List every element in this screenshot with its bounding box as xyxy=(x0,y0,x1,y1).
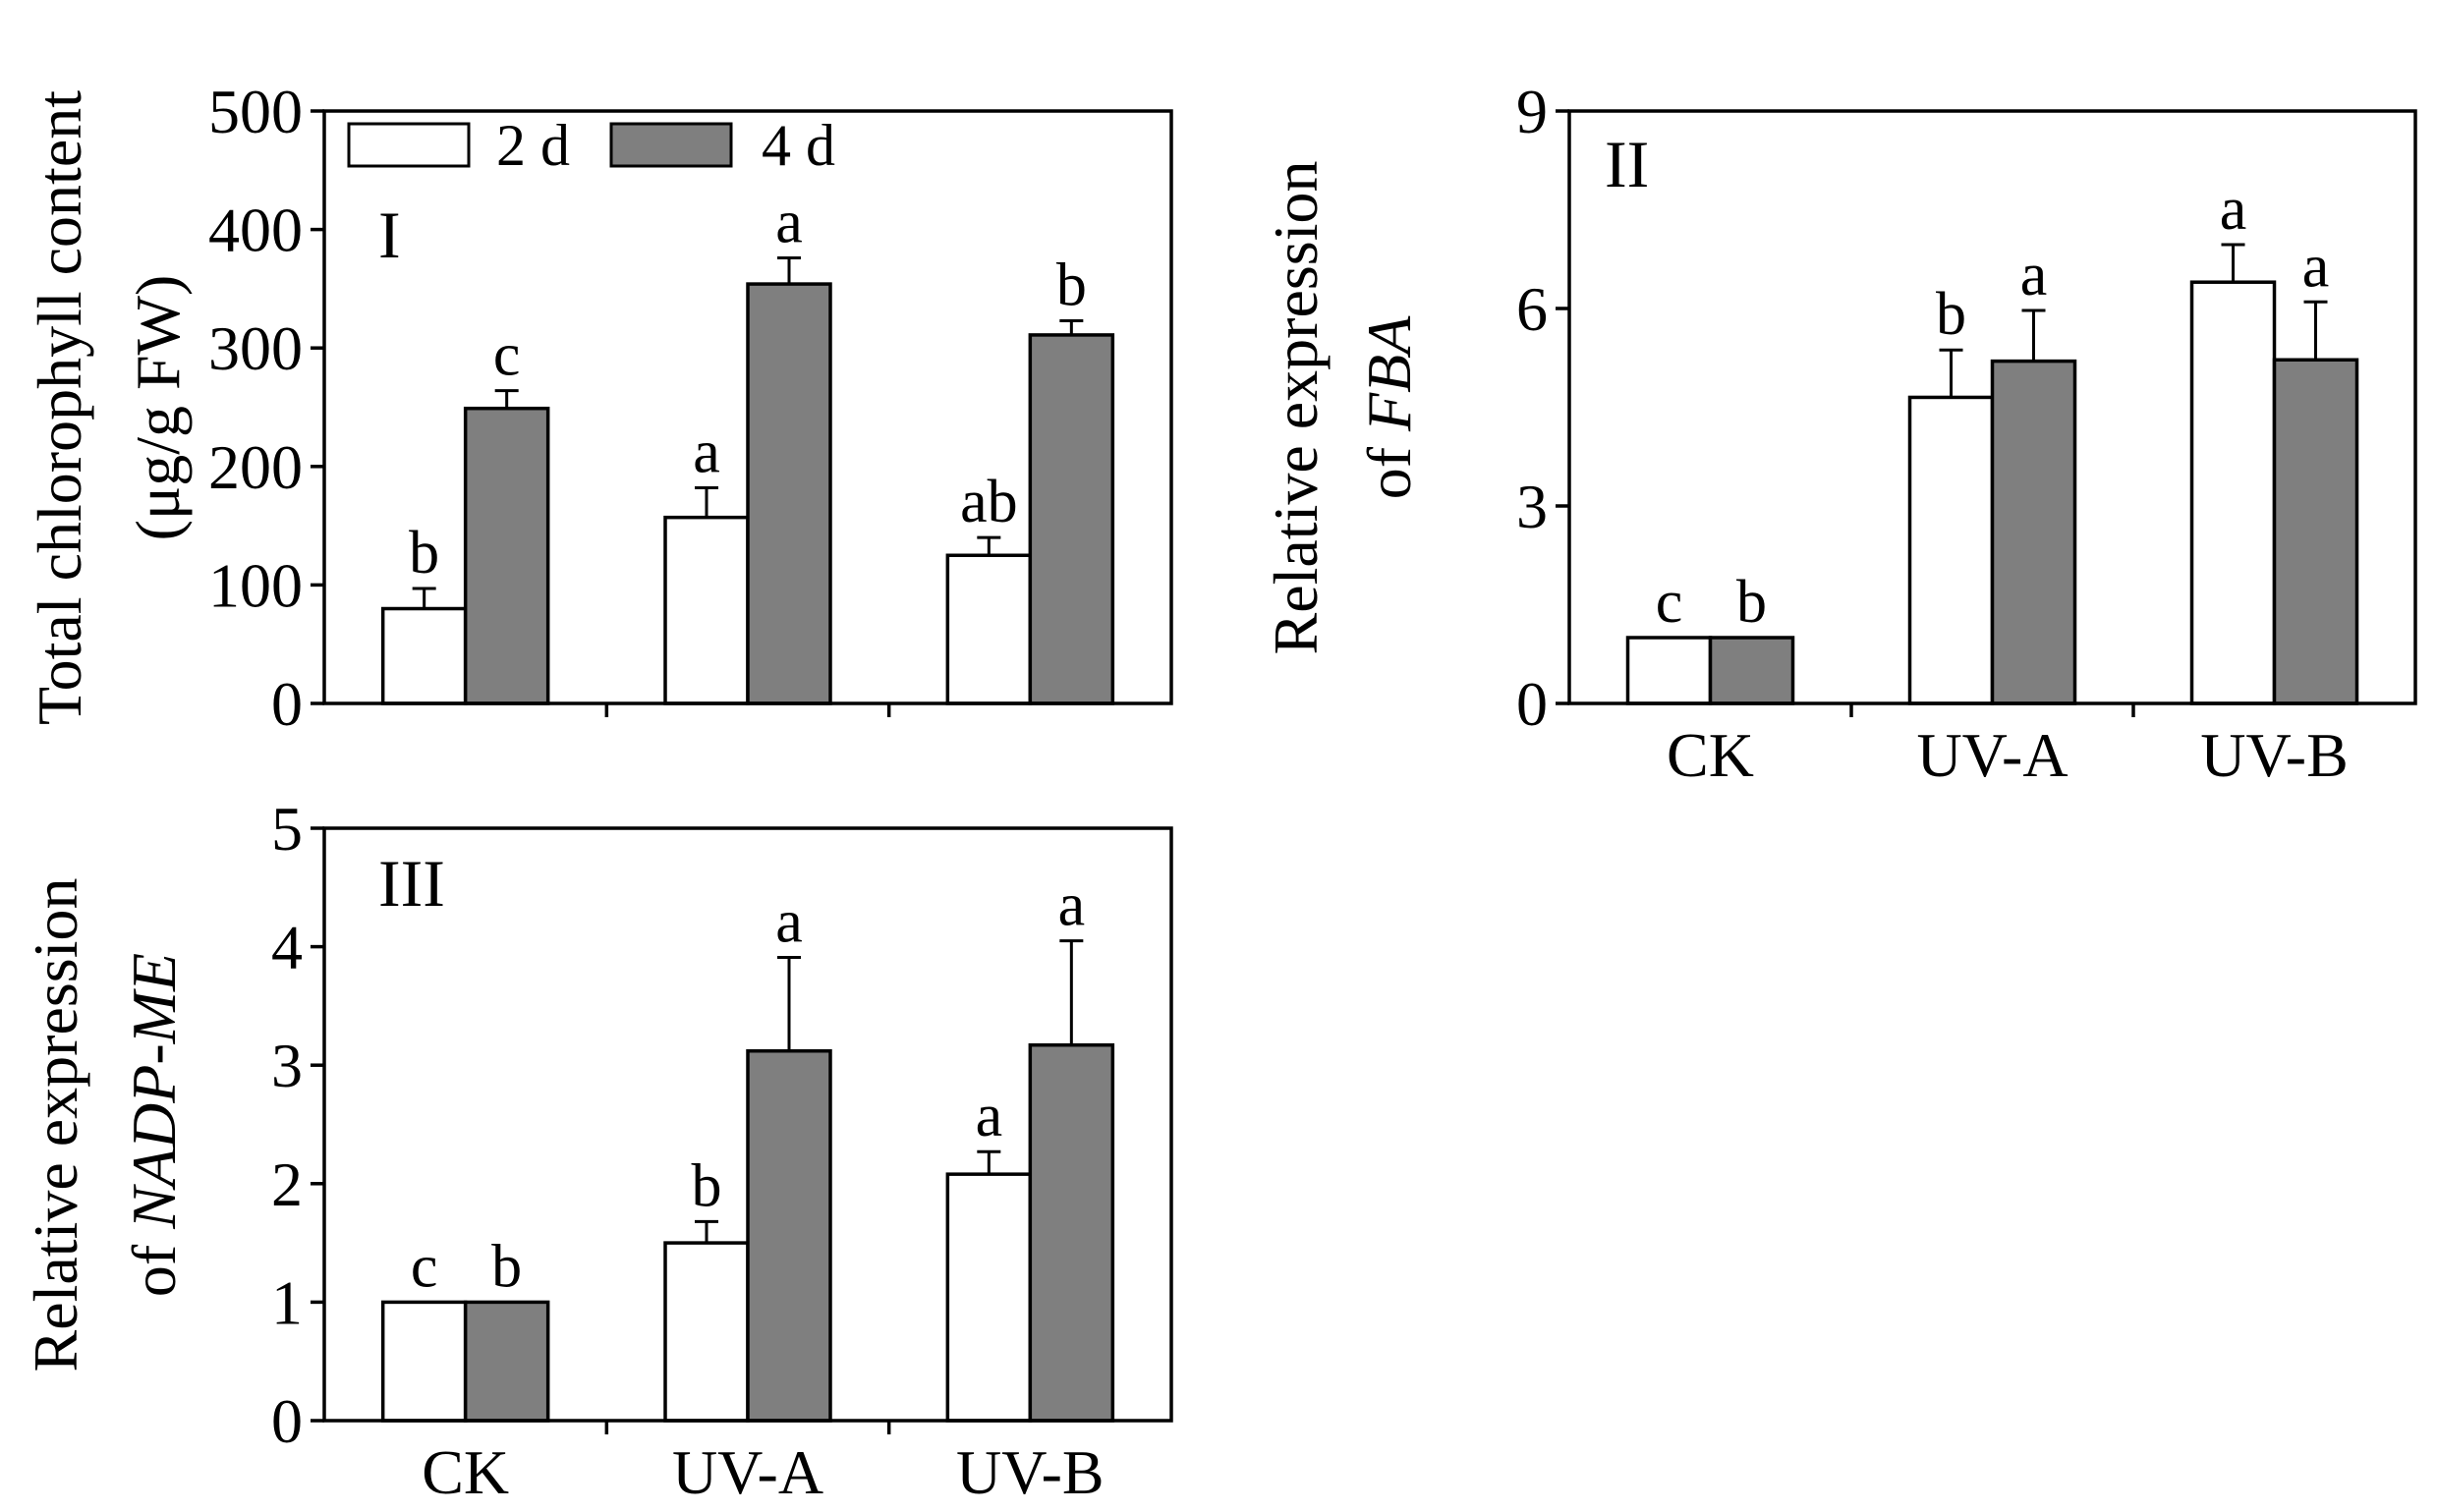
y-tick-label: 6 xyxy=(1516,274,1548,344)
y-axis-label-line1: Total chlorophyll content xyxy=(25,90,94,725)
legend: 2 d 4 d xyxy=(347,113,835,178)
y-tick-label: 0 xyxy=(271,1386,303,1456)
y-axis-label-gene: FBA xyxy=(1354,315,1424,432)
significance-letter: a xyxy=(2220,176,2247,243)
y-tick-label: 4 xyxy=(271,913,303,982)
significance-letter: c xyxy=(493,322,521,389)
x-category-label: UV-B xyxy=(956,1437,1105,1507)
legend-swatch-4d xyxy=(609,122,733,168)
significance-letter: a xyxy=(775,190,803,256)
significance-letter: b xyxy=(1056,252,1087,318)
bar-uv-b-4d xyxy=(2272,358,2359,705)
y-tick-label: 9 xyxy=(1516,77,1548,146)
y-tick-label: 5 xyxy=(271,794,303,864)
x-category-label: CK xyxy=(1667,720,1754,790)
significance-letter: c xyxy=(411,1233,438,1300)
y-tick-label: 400 xyxy=(208,196,303,265)
bar-ck-4d xyxy=(463,406,550,705)
x-category-label: UV-B xyxy=(2200,720,2349,790)
legend-label-4d: 4 d xyxy=(762,113,835,178)
y-tick-label: 0 xyxy=(1516,669,1548,739)
y-tick-label: 3 xyxy=(271,1031,303,1100)
legend-swatch-2d xyxy=(347,122,471,168)
significance-letter: a xyxy=(2020,242,2048,308)
bar-ck-2d xyxy=(380,606,468,705)
panel-label: I xyxy=(378,197,401,272)
y-axis-label-prefix: of xyxy=(1354,431,1424,499)
x-category-label: UV-A xyxy=(1916,720,2068,790)
y-axis-label-line2: of NADP-ME xyxy=(119,953,189,1297)
y-tick-label: 300 xyxy=(208,313,303,383)
significance-letter: a xyxy=(775,888,803,955)
x-category-label: UV-A xyxy=(672,1437,823,1507)
bar-uv-b-2d xyxy=(945,553,1033,705)
y-axis-label-line1: Relative expression xyxy=(1261,161,1331,655)
y-axis-label-line1: Relative expression xyxy=(21,878,90,1372)
y-tick-label: 1 xyxy=(271,1267,303,1337)
y-tick-label: 3 xyxy=(1516,472,1548,541)
significance-letter: b xyxy=(1736,569,1767,636)
y-axis-label-gene: NADP-ME xyxy=(119,953,189,1230)
y-tick-label: 500 xyxy=(208,77,303,146)
significance-letter: b xyxy=(1936,281,1966,348)
significance-letter: a xyxy=(976,1083,1003,1149)
significance-letter: ab xyxy=(960,469,1018,535)
x-category-label: CK xyxy=(422,1437,509,1507)
y-tick-label: 100 xyxy=(208,550,303,620)
panel-label: II xyxy=(1605,127,1649,201)
bar-uv-a-4d xyxy=(746,1048,832,1423)
significance-letter: b xyxy=(491,1233,522,1300)
bar-uv-b-2d xyxy=(945,1172,1033,1423)
bar-uv-a-4d xyxy=(746,282,832,705)
panel-I-chart: 0 100 200 300 400 500 b c a a ab b I Total chlorop… xyxy=(25,77,1173,739)
bar-ck-4d xyxy=(463,1300,550,1423)
bar-uv-a-2d xyxy=(1907,395,1995,705)
y-axis-label-prefix: of xyxy=(119,1229,189,1297)
y-axis-label-line2: of FBA xyxy=(1354,315,1424,500)
bar-uv-b-2d xyxy=(2189,280,2277,705)
significance-letter: b xyxy=(692,1152,722,1219)
bar-uv-b-4d xyxy=(1028,333,1115,705)
significance-letter: a xyxy=(2302,233,2330,300)
panel-label: III xyxy=(378,846,445,921)
y-tick-label: 2 xyxy=(271,1149,303,1219)
bar-uv-a-4d xyxy=(1990,359,2077,705)
bar-ck-4d xyxy=(1708,636,1795,705)
significance-letter: a xyxy=(693,420,720,486)
bar-uv-b-4d xyxy=(1028,1042,1115,1423)
significance-letter: c xyxy=(1656,569,1683,636)
bar-ck-2d xyxy=(1625,636,1713,705)
y-axis-label-line2: (μg/g FW) xyxy=(123,275,193,541)
significance-letter: b xyxy=(409,520,439,587)
y-tick-label: 0 xyxy=(271,669,303,739)
significance-letter: a xyxy=(1058,872,1086,939)
bar-uv-a-2d xyxy=(663,1241,750,1423)
y-tick-label: 200 xyxy=(208,432,303,502)
bar-uv-a-2d xyxy=(663,515,750,705)
legend-label-2d: 2 d xyxy=(496,113,570,178)
bar-ck-2d xyxy=(380,1300,468,1423)
